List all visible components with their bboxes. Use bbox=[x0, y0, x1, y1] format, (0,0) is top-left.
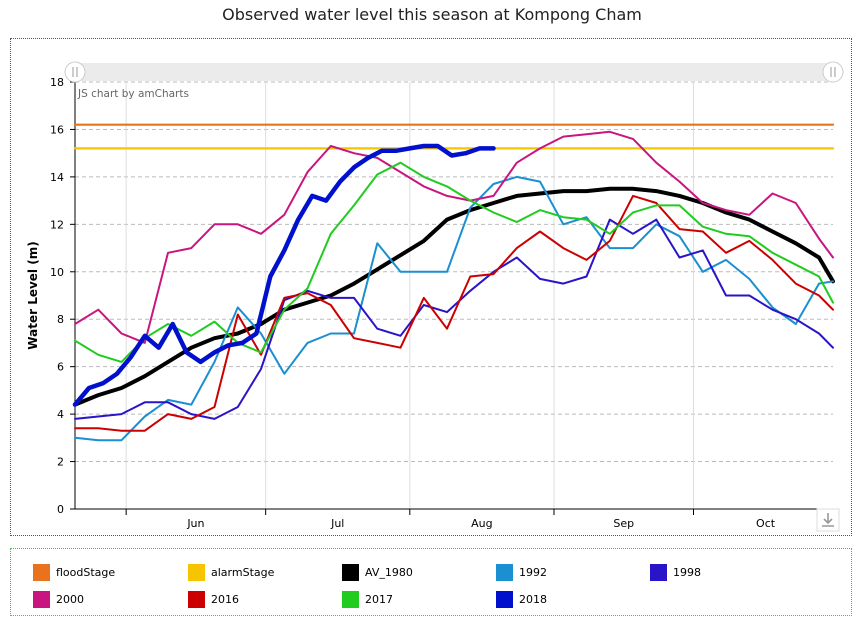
legend-swatch bbox=[342, 563, 359, 581]
legend-swatch bbox=[33, 563, 50, 581]
series-line-1992[interactable] bbox=[74, 175, 834, 442]
y-tick-label: 16 bbox=[50, 123, 64, 136]
series-layer bbox=[72, 123, 835, 442]
series-line-2016[interactable] bbox=[74, 194, 834, 432]
series-line-AV_1980[interactable] bbox=[73, 186, 835, 407]
legend-swatch bbox=[496, 563, 513, 581]
y-tick-label: 8 bbox=[57, 313, 64, 326]
legend-item[interactable]: 1998 bbox=[650, 563, 701, 581]
legend-label: AV_1980 bbox=[365, 565, 413, 579]
y-tick-label: 12 bbox=[50, 218, 64, 231]
scrollbar-handle-right[interactable] bbox=[822, 61, 844, 83]
series-line-2017[interactable] bbox=[74, 161, 834, 363]
plot-frame bbox=[10, 38, 852, 536]
y-tick-label: 18 bbox=[50, 76, 64, 89]
y-tick-label: 10 bbox=[50, 266, 64, 279]
x-tick-label: Jun bbox=[186, 517, 204, 530]
y-tick-label: 2 bbox=[57, 456, 64, 469]
download-icon[interactable] bbox=[816, 508, 840, 532]
legend-label: 2016 bbox=[211, 592, 239, 606]
y-tick-label: 4 bbox=[57, 408, 64, 421]
legend-swatch bbox=[33, 590, 50, 608]
legend-label: 2017 bbox=[365, 592, 393, 606]
legend-swatch bbox=[496, 590, 513, 608]
y-axis-label: Water Level (m) bbox=[26, 241, 40, 349]
legend-swatch bbox=[188, 590, 205, 608]
legend-label: 2018 bbox=[519, 592, 547, 606]
chart-credit[interactable]: JS chart by amCharts bbox=[77, 88, 189, 100]
legend-label: 1998 bbox=[673, 565, 701, 579]
series-line-2000[interactable] bbox=[74, 130, 834, 344]
grid-lines bbox=[75, 81, 833, 509]
legend-item[interactable]: 2016 bbox=[188, 590, 239, 608]
legend-swatch bbox=[188, 563, 205, 581]
chart-title: Observed water level this season at Komp… bbox=[222, 5, 642, 24]
series-line-2018[interactable] bbox=[72, 143, 496, 407]
x-tick-label: Oct bbox=[756, 517, 776, 530]
legend-label: 1992 bbox=[519, 565, 547, 579]
legend-label: floodStage bbox=[56, 565, 116, 579]
y-tick-label: 14 bbox=[50, 171, 64, 184]
legend bbox=[10, 548, 852, 616]
legend-swatch bbox=[342, 590, 359, 608]
legend-label: 2000 bbox=[56, 592, 84, 606]
legend-label: alarmStage bbox=[211, 565, 275, 579]
legend-item[interactable]: alarmStage bbox=[188, 563, 274, 581]
legend-item[interactable]: floodStage bbox=[33, 563, 115, 581]
y-tick-label: 6 bbox=[57, 361, 64, 374]
legend-item[interactable]: AV_1980 bbox=[342, 563, 413, 581]
x-tick-label: Sep bbox=[613, 517, 634, 530]
axes: 0 2 4 6 8 10 12 14 16 18 Jun Jul Aug Sep Oct Water Leve… bbox=[26, 76, 833, 530]
legend-item[interactable]: 2000 bbox=[33, 590, 84, 608]
scrollbar-handle-left[interactable] bbox=[64, 61, 86, 83]
scrollbar[interactable] bbox=[64, 61, 844, 83]
scrollbar-track[interactable] bbox=[75, 63, 833, 81]
legend-item[interactable]: 2017 bbox=[342, 590, 393, 608]
legend-swatch bbox=[650, 563, 667, 581]
x-tick-label: Jul bbox=[330, 517, 344, 530]
legend-item[interactable]: 2018 bbox=[496, 590, 547, 608]
y-tick-label: 0 bbox=[57, 503, 64, 516]
legend-item[interactable]: 1992 bbox=[496, 563, 547, 581]
x-tick-label: Aug bbox=[471, 517, 492, 530]
